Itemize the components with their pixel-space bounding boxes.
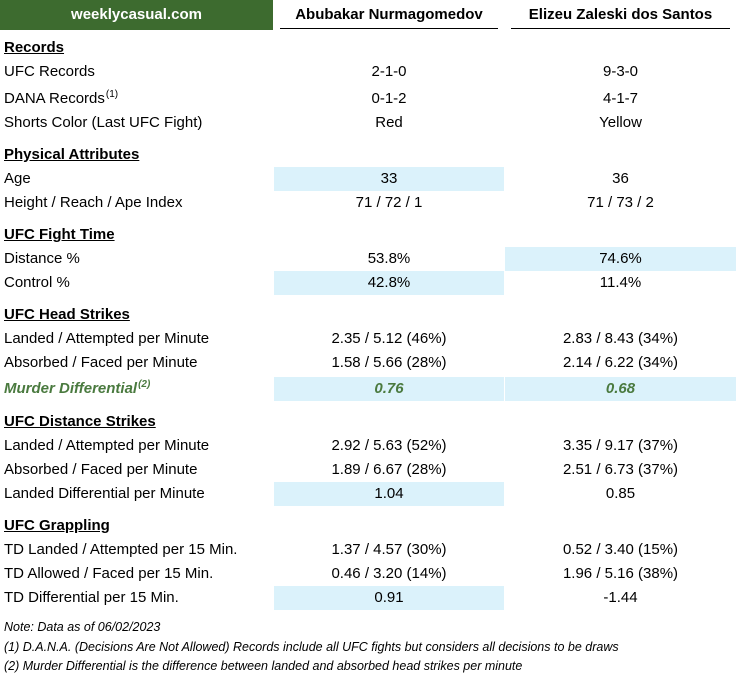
fighter1-underline (280, 28, 498, 29)
fighter1-value: 1.58 / 5.66 (28%) (331, 354, 447, 371)
table-row-distance-absorbed: Absorbed / Faced per Minute 1.89 / 6.67 … (0, 458, 737, 482)
row-label-text: DANA Records (4, 90, 105, 107)
section-title: Records (4, 39, 65, 56)
row-label: Control % (4, 274, 70, 291)
table-row-distance-landed: Landed / Attempted per Minute 2.92 / 5.6… (0, 434, 737, 458)
fighter1-header: Abubakar Nurmagomedov (274, 0, 504, 30)
section-grappling: UFC Grappling (0, 514, 737, 538)
table-row-control: Control % 42.8% 11.4% (0, 271, 737, 295)
row-label: Height / Reach / Ape Index (4, 194, 183, 211)
fighter2-value: 0.68 (505, 377, 736, 401)
row-label: Landed Differential per Minute (4, 485, 205, 502)
fighter2-value: 1.96 / 5.16 (38%) (562, 565, 679, 582)
fighter2-value: 4-1-7 (602, 90, 639, 107)
site-banner[interactable]: weeklycasual.com (0, 0, 273, 30)
table-row-age: Age 33 36 (0, 167, 737, 191)
section-head-strikes: UFC Head Strikes (0, 303, 737, 327)
table-row-dana-records: DANA Records(1) 0-1-2 4-1-7 (0, 87, 737, 111)
fighter1-value: 71 / 72 / 1 (355, 194, 423, 211)
fighter1-name: Abubakar Nurmagomedov (295, 6, 483, 23)
fighter2-header: Elizeu Zaleski dos Santos (505, 0, 736, 30)
row-label-text: Murder Differential (4, 380, 138, 397)
fighter2-value: 9-3-0 (602, 63, 639, 80)
row-label: Landed / Attempted per Minute (4, 330, 210, 347)
fighter1-value: 0.76 (274, 377, 504, 401)
fighter1-value: 2.92 / 5.63 (52%) (331, 437, 447, 454)
fighter2-value: 11.4% (599, 274, 642, 291)
table-row-td-landed: TD Landed / Attempted per 15 Min. 1.37 /… (0, 538, 737, 562)
fighter2-value: 2.83 / 8.43 (34%) (562, 330, 679, 347)
section-title: Physical Attributes (4, 146, 140, 163)
footnote-ref-1: (1) (105, 89, 119, 100)
row-label: Absorbed / Faced per Minute (4, 461, 198, 478)
row-label: Shorts Color (Last UFC Fight) (4, 114, 203, 131)
fighter2-name: Elizeu Zaleski dos Santos (528, 6, 713, 23)
row-label: TD Landed / Attempted per 15 Min. (4, 541, 238, 558)
fighter2-value: -1.44 (603, 589, 638, 606)
fighter1-value: 0.91 (274, 586, 504, 610)
section-records: Records (0, 36, 737, 60)
section-physical: Physical Attributes (0, 143, 737, 167)
note-date: Note: Data as of 06/02/2023 (4, 620, 161, 634)
row-label: UFC Records (4, 63, 95, 80)
fighter1-value: 33 (274, 167, 504, 191)
table-row-distance: Distance % 53.8% 74.6% (0, 247, 737, 271)
fighter2-value: 36 (612, 170, 629, 187)
table-row-td-differential: TD Differential per 15 Min. 0.91 -1.44 (0, 586, 737, 610)
row-label: Murder Differential(2) (4, 377, 272, 401)
fighter2-value: 2.14 / 6.22 (34%) (562, 354, 679, 371)
table-row-head-landed: Landed / Attempted per Minute 2.35 / 5.1… (0, 327, 737, 351)
table-row-murder-differential: Murder Differential(2) 0.76 0.68 (0, 377, 737, 401)
fighter1-value: 53.8% (367, 250, 411, 267)
fighter1-value: 1.37 / 4.57 (30%) (331, 541, 447, 558)
row-label: Absorbed / Faced per Minute (4, 354, 198, 371)
fighter2-value: 0.85 (605, 485, 636, 502)
row-label: Distance % (4, 250, 80, 267)
table-row-td-allowed: TD Allowed / Faced per 15 Min. 0.46 / 3.… (0, 562, 737, 586)
table-row-shorts-color: Shorts Color (Last UFC Fight) Red Yellow (0, 111, 737, 135)
fighter1-value: Red (375, 114, 403, 131)
table-row-distance-differential: Landed Differential per Minute 1.04 0.85 (0, 482, 737, 506)
footnote-ref-2: (2) (138, 379, 151, 390)
section-fight-time: UFC Fight Time (0, 223, 737, 247)
section-title: UFC Fight Time (4, 226, 115, 243)
section-title: UFC Grappling (4, 517, 110, 534)
row-label: DANA Records(1) (4, 87, 272, 111)
fighter2-value: Yellow (599, 114, 642, 131)
footnote-1: (1) D.A.N.A. (Decisions Are Not Allowed)… (4, 640, 619, 654)
fighter2-underline (511, 28, 730, 29)
fighter1-value: 1.89 / 6.67 (28%) (331, 461, 447, 478)
fighter2-value: 3.35 / 9.17 (37%) (562, 437, 679, 454)
row-label: Landed / Attempted per Minute (4, 437, 210, 454)
table-row-head-absorbed: Absorbed / Faced per Minute 1.58 / 5.66 … (0, 351, 737, 375)
fighter1-value: 0-1-2 (371, 90, 407, 107)
fighter1-value: 1.04 (274, 482, 504, 506)
fighter1-value: 42.8% (274, 271, 504, 295)
fighter1-value: 2-1-0 (371, 63, 407, 80)
fighter1-value: 0.46 / 3.20 (14%) (331, 565, 447, 582)
fighter2-value: 74.6% (505, 247, 736, 271)
fighter2-value: 71 / 73 / 2 (587, 194, 654, 211)
table-row-ufc-records: UFC Records 2-1-0 9-3-0 (0, 60, 737, 84)
row-label: TD Differential per 15 Min. (4, 589, 179, 606)
section-distance-strikes: UFC Distance Strikes (0, 410, 737, 434)
fighter2-value: 2.51 / 6.73 (37%) (562, 461, 679, 478)
fighter2-value: 0.52 / 3.40 (15%) (562, 541, 679, 558)
fighter1-value: 2.35 / 5.12 (46%) (331, 330, 447, 347)
row-label: Age (4, 170, 31, 187)
table-row-height-reach: Height / Reach / Ape Index 71 / 72 / 1 7… (0, 191, 737, 215)
section-title: UFC Head Strikes (4, 306, 130, 323)
footnote-2: (2) Murder Differential is the differenc… (4, 659, 523, 673)
row-label: TD Allowed / Faced per 15 Min. (4, 565, 214, 582)
section-title: UFC Distance Strikes (4, 413, 156, 430)
